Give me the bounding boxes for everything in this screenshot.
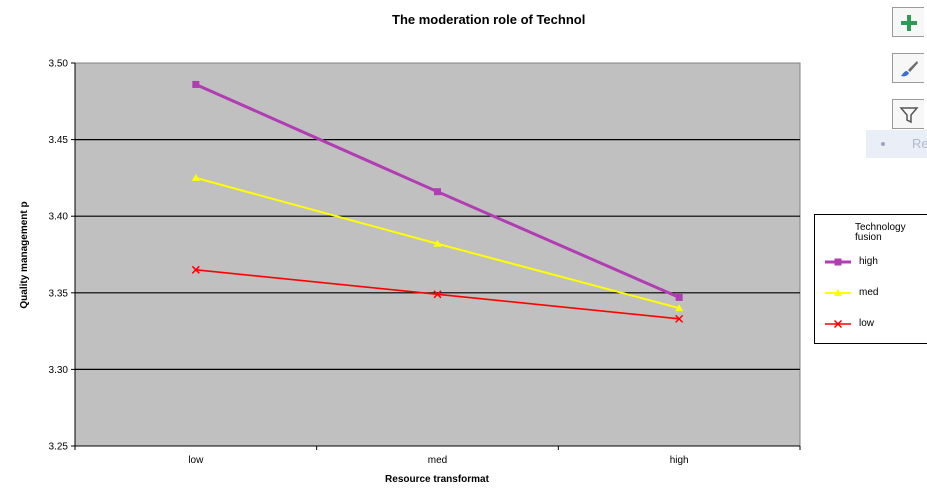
series-med[interactable] [191, 173, 684, 312]
chart-filters-button[interactable] [892, 99, 924, 129]
data-point[interactable] [433, 290, 442, 299]
y-axis-title: Quality management p [19, 201, 30, 308]
x-tick-label: med [428, 455, 447, 466]
bullet-icon [881, 142, 885, 146]
plot-area [74, 62, 801, 447]
y-tick-label: 3.40 [49, 212, 69, 223]
data-point[interactable] [833, 319, 843, 329]
legend-item-low[interactable]: low [823, 317, 927, 331]
data-point[interactable] [433, 239, 442, 247]
series-low[interactable] [191, 265, 684, 323]
legend-title: Technology fusion [855, 222, 906, 243]
tooltip-preview: Re [866, 130, 927, 158]
y-tick-label: 3.30 [49, 365, 69, 376]
legend-label: low [859, 318, 875, 329]
legend-swatch [825, 258, 851, 266]
legend-swatch [825, 319, 851, 329]
legend-item-high[interactable]: high [823, 255, 927, 269]
y-tick-label: 3.50 [49, 59, 69, 70]
y-tick-label: 3.25 [49, 442, 69, 453]
data-point[interactable] [834, 258, 842, 266]
brush-icon [901, 61, 918, 77]
data-point[interactable] [675, 304, 684, 312]
legend-item-med[interactable]: med [823, 286, 927, 300]
y-axis: 3.25 3.30 3.35 3.40 3.45 3.50 [49, 59, 76, 453]
chart-styles-button[interactable] [892, 53, 924, 83]
add-chart-element-button[interactable] [892, 7, 924, 37]
data-point[interactable] [191, 265, 200, 274]
legend[interactable]: Technology fusion high med low [814, 214, 927, 344]
data-point[interactable] [675, 293, 683, 301]
data-point[interactable] [434, 188, 441, 196]
tooltip-text: Re [912, 136, 927, 151]
x-axis-title: Resource transformat [385, 474, 490, 485]
y-tick-label: 3.45 [49, 135, 69, 146]
data-point[interactable] [192, 80, 200, 88]
data-point[interactable] [675, 314, 684, 323]
y-tick-label: 3.35 [49, 288, 69, 299]
filter-icon [899, 107, 919, 124]
data-point[interactable] [834, 289, 842, 296]
gridlines [75, 139, 800, 370]
data-point[interactable] [191, 173, 200, 181]
legend-swatch [825, 289, 851, 296]
x-tick-label: low [188, 455, 204, 466]
legend-label: high [859, 256, 878, 267]
series-high[interactable] [192, 80, 683, 301]
chart-title: The moderation role of Technol [392, 12, 586, 27]
legend-label: med [859, 287, 879, 298]
series-layer [191, 80, 684, 323]
x-tick-label: high [670, 455, 689, 466]
plus-icon [901, 15, 917, 31]
x-axis: low med high [74, 445, 801, 466]
